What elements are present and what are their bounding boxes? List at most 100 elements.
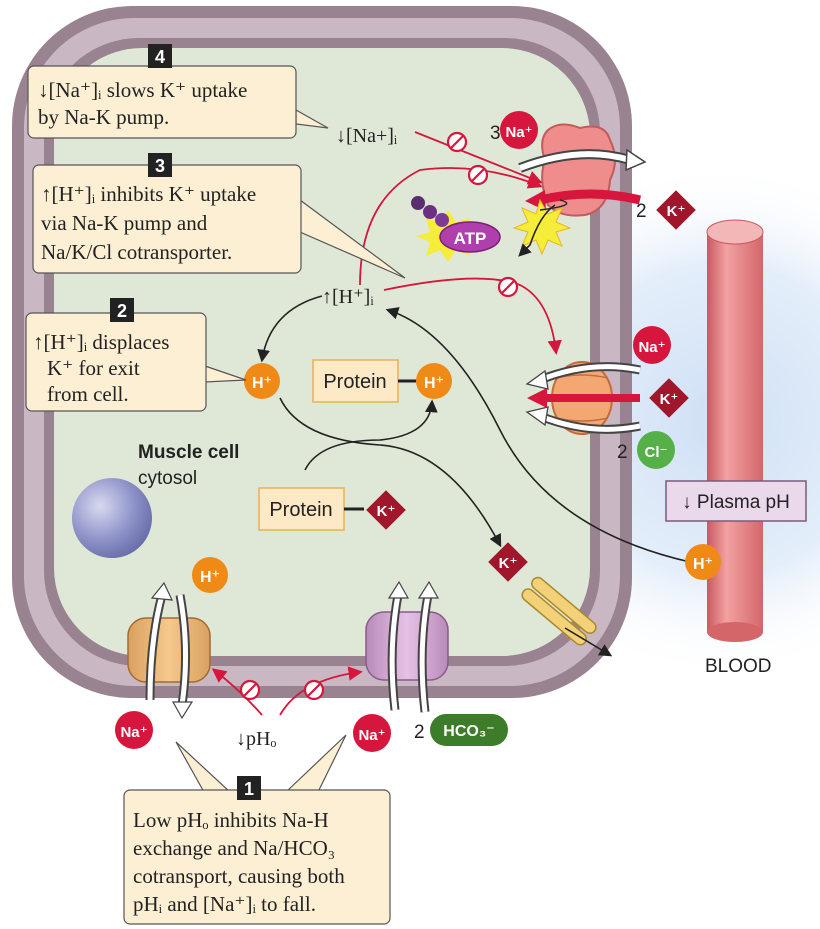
h-ion-protein: H⁺: [416, 363, 452, 399]
na-ion-cotrans: Na⁺: [633, 326, 671, 364]
atp-link: [539, 199, 568, 211]
atp-label: ATP: [454, 229, 487, 248]
na-h-exchanger: [127, 617, 211, 683]
nbc-arrow1: [389, 594, 401, 711]
h-i-label: ↑[H⁺]ᵢ: [322, 286, 374, 308]
svg-text:Na⁺: Na⁺: [358, 727, 385, 744]
atp-burst: [512, 198, 572, 256]
cotrans-cl-stoich: 2: [617, 442, 628, 463]
arrow-k-channel-out: [564, 627, 613, 657]
inhibit-symbol: [239, 131, 519, 701]
svg-text:H⁺: H⁺: [200, 569, 220, 586]
plasma-ph-box: ↓ Plasma pH: [665, 480, 807, 522]
na-k-pump: [541, 123, 616, 217]
callout-4-line-2: by Na-K pump.: [38, 105, 169, 129]
callout-1-line-1: Low pHₒ inhibits Na-H: [133, 808, 329, 832]
callout-1-line-2: exchange and Na/HCO₃: [133, 836, 335, 860]
arrow-h-to-k-exit: [279, 397, 502, 548]
pump-na-arrow: [518, 151, 631, 171]
callout-2-line-3: from cell.: [47, 382, 129, 406]
svg-text:H⁺: H⁺: [693, 556, 713, 573]
callout-1: 1 Low pHₒ inhibits Na-H exchange and Na/…: [123, 734, 391, 925]
pump-k-stoich: 2: [636, 201, 647, 222]
svg-text:H⁺: H⁺: [424, 375, 444, 392]
pump-k-arrow: [538, 189, 642, 205]
inhibit-h-to-cotrans: [383, 277, 562, 355]
callout-3-line-1: ↑[H⁺]ᵢ inhibits K⁺ uptake: [41, 182, 256, 206]
svg-text:K⁺: K⁺: [499, 555, 518, 572]
nh-na-in-arrow: [177, 594, 189, 706]
atp-to-adp-arrow: [518, 204, 556, 257]
hco3-stoich: 2: [414, 722, 425, 743]
svg-text:4: 4: [155, 47, 165, 67]
svg-text:Protein: Protein: [323, 371, 386, 393]
svg-text:K⁺: K⁺: [377, 503, 396, 520]
svg-text:2: 2: [117, 301, 127, 321]
svg-text:H⁺: H⁺: [252, 375, 272, 392]
arrow-hi-to-h: [257, 295, 323, 363]
protein-box-1: Protein: [312, 359, 399, 403]
pump-na-stoich: 3: [490, 123, 501, 144]
pump-na-arrowhead: [625, 148, 647, 172]
organelle-sphere: [72, 478, 152, 558]
inhibit-ph-to-nh: [211, 668, 263, 716]
svg-text:Na⁺: Na⁺: [505, 124, 532, 141]
k-ion-protein: K⁺: [366, 490, 406, 530]
h-ion-blood: H⁺: [685, 544, 721, 580]
nbc-arrowhead1: [387, 580, 410, 599]
callout-4-line-1: ↓[Na⁺]ᵢ slows K⁺ uptake: [38, 78, 247, 102]
callout-3-line-3: Na/K/Cl cotransporter.: [41, 240, 232, 264]
na-ion-nbc: Na⁺: [353, 714, 391, 752]
cotrans-cl-arrowhead: [525, 406, 549, 427]
h-ion-cytosol: H⁺: [244, 363, 280, 399]
k-ion-pump: K⁺: [656, 190, 696, 230]
callout-2-line-1: ↑[H⁺]ᵢ displaces: [33, 330, 169, 354]
hco3-ion: HCO₃⁻: [430, 714, 508, 746]
svg-text:K⁺: K⁺: [667, 203, 686, 220]
svg-text:↓ Plasma pH: ↓ Plasma pH: [682, 492, 790, 513]
arrow-protein-to-h: [304, 399, 438, 471]
arrow-blood-h-in: [385, 307, 691, 563]
nbc-arrowhead2: [417, 580, 440, 599]
svg-text:K⁺: K⁺: [660, 391, 679, 408]
blood-label: BLOOD: [705, 656, 772, 677]
cytosol-label: cytosol: [138, 468, 197, 489]
h-ion-out: H⁺: [192, 557, 228, 593]
blood-vessel: [706, 219, 764, 642]
cotrans-cl-arrow: [539, 413, 641, 432]
svg-text:Cl⁻: Cl⁻: [645, 444, 668, 461]
callout-1-line-4: pHᵢ and [Na⁺]ᵢ to fall.: [133, 892, 316, 916]
svg-text:Na⁺: Na⁺: [120, 724, 147, 741]
svg-text:3: 3: [155, 156, 165, 176]
cotrans-na-arrow: [539, 364, 641, 383]
na-i-label: ↓[Na+]ᵢ: [336, 125, 398, 147]
callout-3: 3 ↑[H⁺]ᵢ inhibits K⁺ uptake via Na-K pum…: [32, 153, 406, 279]
cotrans-k-arrowhead: [527, 388, 547, 408]
nh-h-out-arrow: [147, 594, 165, 701]
inhibit-h-to-pump: [359, 167, 543, 286]
k-ion-cotrans: K⁺: [649, 378, 689, 418]
svg-text:1: 1: [244, 779, 254, 799]
na-hco3-cotransporter: [365, 611, 449, 681]
inhibit-na-to-pump: [414, 131, 543, 185]
nbc-arrow2: [419, 594, 431, 713]
callout-3-line-2: via Na-K pump and: [41, 211, 208, 235]
na-ion-nh: Na⁺: [115, 711, 153, 749]
svg-text:HCO₃⁻: HCO₃⁻: [443, 723, 494, 740]
protein-box-2: Protein: [258, 487, 345, 531]
cotrans-na-arrowhead: [525, 369, 549, 390]
callout-4: 4 ↓[Na⁺]ᵢ slows K⁺ uptake by Na-K pump.: [27, 44, 329, 139]
callout-2: 2 ↑[H⁺]ᵢ displaces K⁺ for exit from cell…: [25, 298, 247, 412]
svg-text:Protein: Protein: [269, 499, 332, 521]
muscle-cell-label: Muscle cell: [138, 442, 239, 463]
ph-o-label: ↓pHₒ: [236, 728, 276, 750]
atp-molecule: ATP: [411, 196, 501, 262]
k-ion-exit: K⁺: [488, 542, 528, 582]
cl-ion: Cl⁻: [637, 431, 675, 469]
nh-arrowhead-up: [150, 581, 173, 601]
callout-2-line-2: K⁺ for exit: [47, 356, 140, 380]
callout-1-line-3: cotransport, causing both: [133, 864, 345, 888]
svg-text:Na⁺: Na⁺: [638, 339, 665, 356]
